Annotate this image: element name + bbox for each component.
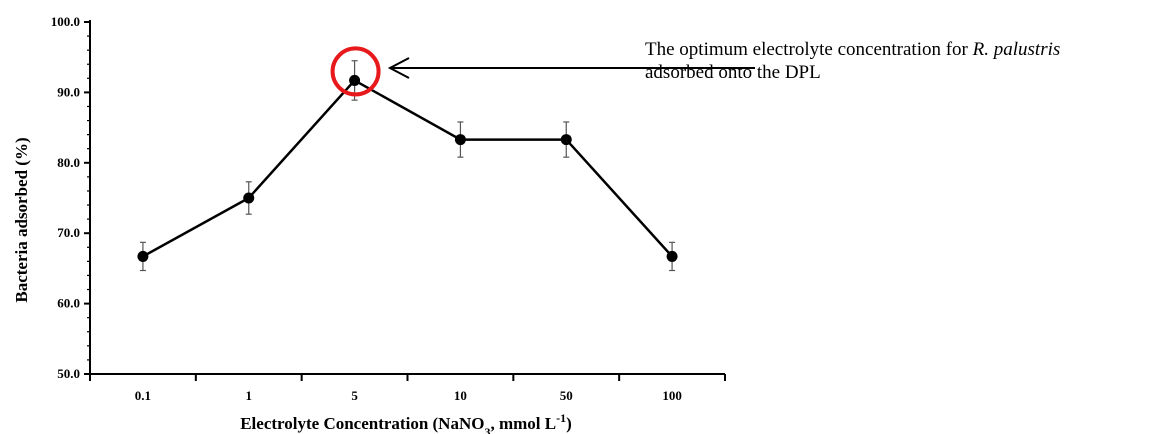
- x-axis-title: Electrolyte Concentration (NaNO3, mmol L…: [240, 411, 572, 434]
- y-tick-label: 80.0: [57, 155, 80, 170]
- annotation-line2: adsorbed onto the DPL: [645, 62, 821, 83]
- y-axis-title: Bacteria adsorbed (%): [12, 137, 31, 302]
- x-tick-label: 0.1: [135, 388, 151, 403]
- data-point: [349, 74, 361, 86]
- x-tick-label: 100: [662, 388, 682, 403]
- x-tick-label: 1: [246, 388, 253, 403]
- x-tick-label: 5: [351, 388, 358, 403]
- data-point: [666, 250, 678, 262]
- data-point: [137, 250, 149, 262]
- y-tick-label: 50.0: [57, 366, 80, 381]
- x-axis-ticks: 0.1 1 5 10 50 100: [89, 374, 726, 403]
- y-tick-label: 70.0: [57, 225, 80, 240]
- y-axis-ticks: 50.0 60.0 70.0 80.0 90.0 100.0: [51, 14, 90, 381]
- x-axis-title-part: Electrolyte Concentration (NaNO: [240, 414, 484, 433]
- x-axis-title-part: ): [566, 414, 572, 433]
- data-point: [454, 134, 466, 146]
- data-point: [560, 134, 572, 146]
- annotation-text: The optimum electrolyte concentration fo…: [645, 38, 1060, 84]
- annotation-species: R. palustris: [972, 39, 1061, 60]
- annotation-line1: The optimum electrolyte concentration fo…: [645, 39, 1060, 60]
- y-tick-label: 60.0: [57, 296, 80, 311]
- data-point: [243, 192, 255, 204]
- y-tick-label: 90.0: [57, 84, 80, 99]
- x-axis-title-sub: 3: [484, 425, 490, 434]
- series-line: [142, 78, 674, 258]
- series-group: [137, 60, 678, 272]
- highlight-circle: [330, 46, 381, 97]
- x-tick-label: 10: [454, 388, 467, 403]
- annotation-arrow: [387, 57, 755, 79]
- y-tick-label: 100.0: [51, 14, 80, 29]
- x-tick-label: 50: [560, 388, 573, 403]
- annotation-text-before: The optimum electrolyte concentration fo…: [645, 39, 973, 60]
- x-axis-title-sup: -1: [556, 411, 566, 425]
- x-axis-title-part: , mmol L: [490, 414, 556, 433]
